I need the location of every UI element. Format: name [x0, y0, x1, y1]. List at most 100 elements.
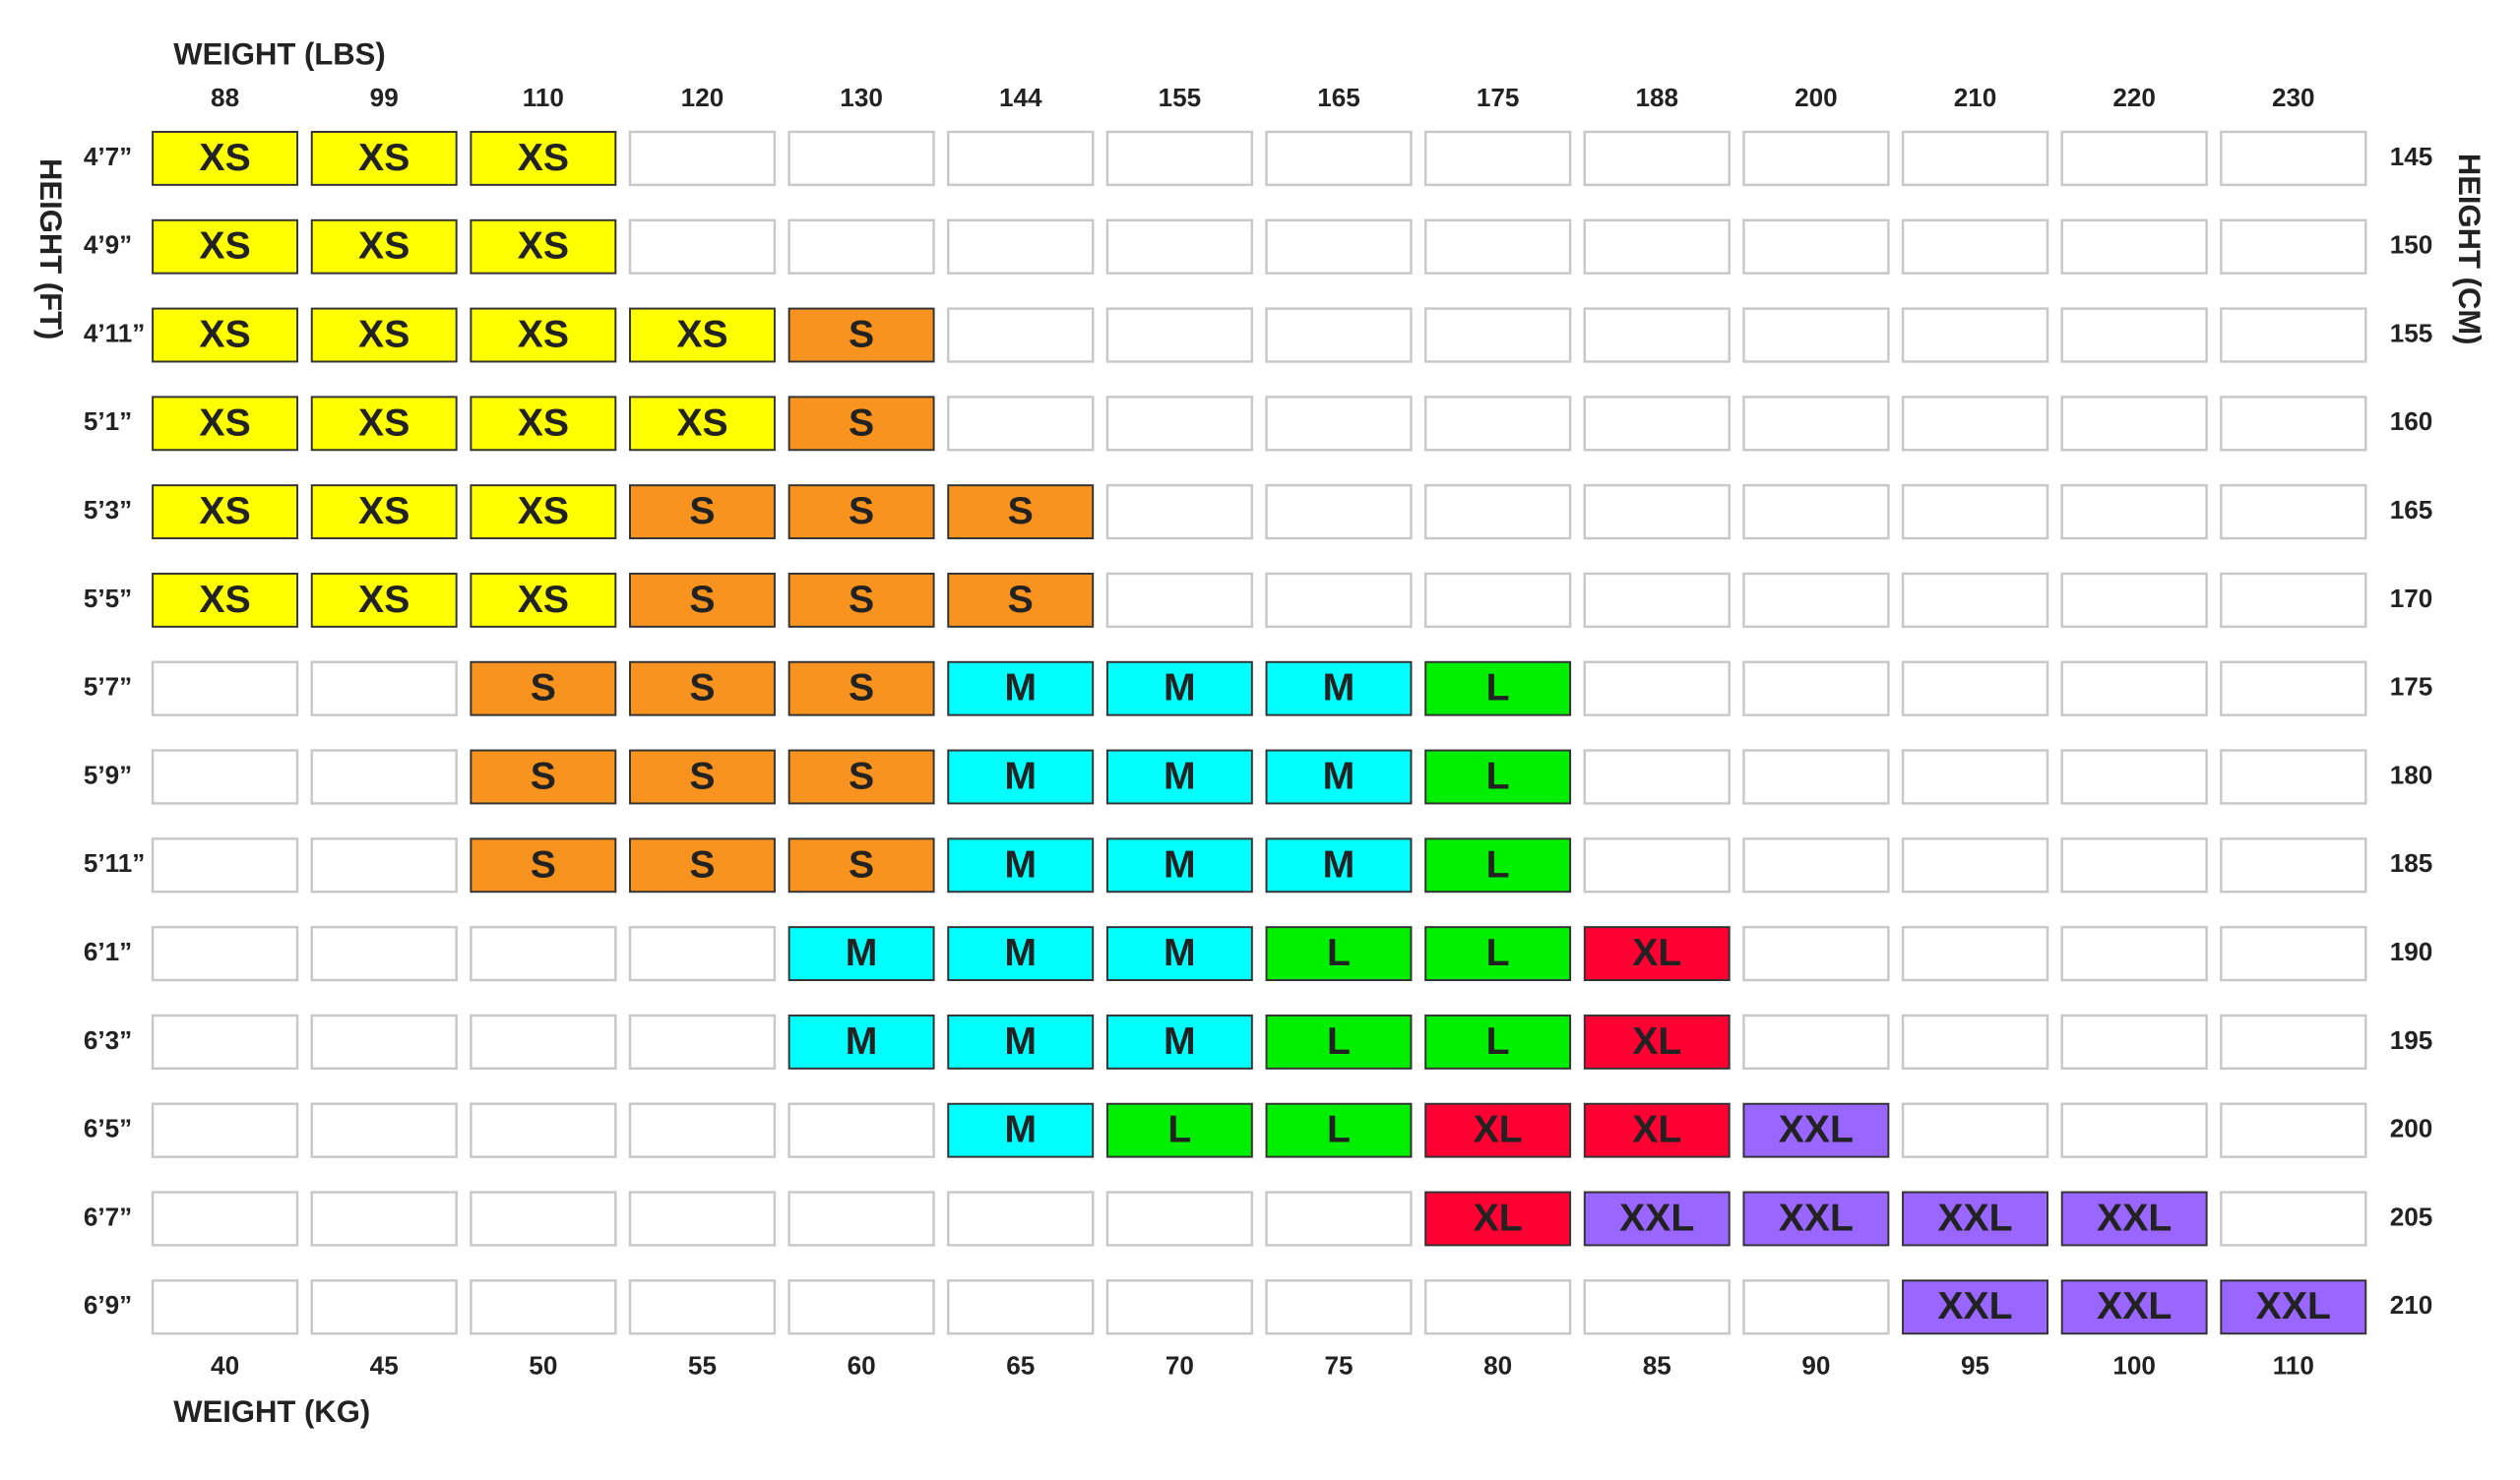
size-label: XXL — [1937, 1197, 2012, 1239]
size-cell — [628, 1191, 777, 1247]
size-cell — [788, 660, 935, 716]
size-cell — [788, 926, 935, 982]
size-cell — [1742, 572, 1890, 629]
weight-kg-label: 110 — [2273, 1350, 2314, 1380]
size-cell — [310, 925, 458, 982]
weight-lbs-label: 130 — [840, 83, 883, 112]
size-label: M — [846, 1020, 878, 1063]
weight-lbs-label: 88 — [211, 83, 239, 112]
size-cell — [629, 749, 776, 805]
size-cell — [947, 1014, 1095, 1070]
size-label: XS — [199, 401, 250, 444]
size-cell — [1742, 1014, 1890, 1071]
size-label: XL — [1632, 932, 1681, 974]
size-cell — [1901, 1014, 2049, 1071]
size-cell — [1265, 1102, 1413, 1158]
size-cell — [2220, 925, 2367, 982]
size-label: L — [1486, 1020, 1510, 1063]
size-cell — [152, 484, 299, 540]
size-label: S — [849, 667, 874, 709]
size-label: L — [1486, 667, 1510, 709]
size-label: XS — [518, 490, 569, 532]
size-cell — [1742, 1191, 1890, 1247]
size-cell — [310, 572, 458, 628]
size-label: L — [1327, 1109, 1351, 1151]
size-cell — [947, 1102, 1095, 1158]
size-cell — [1901, 218, 2049, 275]
size-label: S — [849, 401, 874, 444]
size-cell — [470, 307, 617, 363]
size-cell — [310, 837, 458, 894]
height-ft-label: 4’11” — [84, 318, 145, 347]
size-cell — [2060, 307, 2208, 363]
size-cell — [1265, 1014, 1413, 1070]
size-cell — [1583, 837, 1731, 894]
size-cell — [1105, 660, 1253, 716]
size-cell — [628, 1102, 777, 1158]
size-cell — [1423, 572, 1572, 629]
size-label: XS — [518, 401, 569, 444]
size-cell — [788, 396, 935, 452]
size-cell — [1105, 130, 1254, 187]
size-cell — [2220, 307, 2367, 363]
size-label: L — [1486, 932, 1510, 974]
size-cell — [788, 837, 935, 894]
height-ft-label: 6’7” — [84, 1202, 132, 1231]
size-cell — [1105, 307, 1254, 363]
height-ft-label: 5’7” — [84, 672, 132, 702]
size-cell — [628, 1014, 777, 1071]
size-cell — [152, 131, 299, 186]
size-label: XL — [1632, 1109, 1681, 1151]
size-cell — [2220, 218, 2367, 275]
size-cell — [1583, 660, 1731, 716]
size-label: XXL — [2097, 1285, 2172, 1327]
weight-kg-label: 50 — [529, 1350, 557, 1380]
size-cell — [1265, 307, 1413, 363]
size-cell — [310, 749, 458, 805]
weight-lbs-label: 120 — [681, 83, 724, 112]
size-cell — [1265, 396, 1413, 452]
size-cell — [1105, 218, 1254, 275]
size-cell — [1265, 660, 1413, 716]
size-cell — [310, 1191, 458, 1247]
size-label: S — [689, 843, 715, 886]
size-cell — [788, 130, 935, 187]
size-label: S — [1008, 490, 1034, 532]
size-cell — [1901, 307, 2049, 363]
size-cell — [1902, 1279, 2048, 1335]
size-cell — [628, 925, 777, 982]
weight-kg-label: 40 — [211, 1350, 239, 1380]
height-ft-label: 5’3” — [84, 495, 132, 524]
size-label: XL — [1474, 1109, 1523, 1151]
weight-lbs-label: 220 — [2112, 83, 2156, 112]
size-cell — [310, 484, 458, 540]
size-cell — [788, 572, 935, 628]
size-cell — [470, 1279, 617, 1335]
size-label: L — [1486, 755, 1510, 797]
height-ft-label: 6’5” — [84, 1114, 132, 1143]
size-cell — [1423, 307, 1572, 363]
size-cell — [1105, 396, 1254, 452]
weight-lbs-label: 200 — [1795, 83, 1838, 112]
size-label: XXL — [1779, 1197, 1854, 1239]
size-label: XS — [199, 225, 250, 268]
size-label: S — [1008, 579, 1034, 621]
size-cell — [2220, 572, 2367, 629]
size-label: S — [531, 755, 556, 797]
weight-lbs-label: 99 — [370, 83, 399, 112]
size-label: S — [849, 843, 874, 886]
size-cell — [1105, 926, 1253, 982]
size-cell — [947, 749, 1095, 805]
size-cell — [1105, 572, 1254, 629]
size-label: S — [849, 579, 874, 621]
size-label: M — [1004, 667, 1037, 709]
size-cell — [151, 660, 299, 716]
size-cell — [2060, 925, 2208, 982]
height-cm-label: 175 — [2390, 672, 2433, 702]
size-cell — [1901, 572, 2049, 629]
height-ft-label: 5’5” — [84, 584, 132, 613]
size-cell — [151, 1014, 299, 1071]
weight-kg-label: 75 — [1324, 1350, 1353, 1380]
size-cell — [947, 484, 1095, 540]
size-cell — [2220, 837, 2367, 894]
